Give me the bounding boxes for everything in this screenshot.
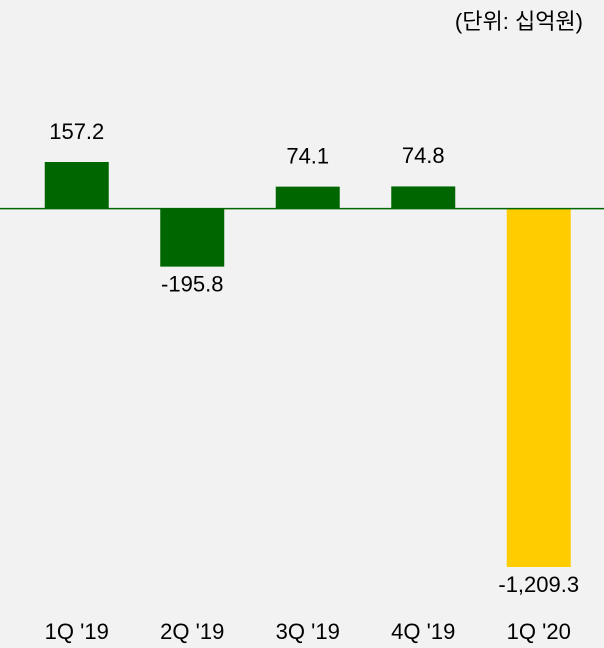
value-label: 157.2: [49, 119, 104, 144]
value-label: -1,209.3: [498, 572, 579, 597]
x-tick-label: 4Q '19: [391, 619, 455, 644]
value-label: -195.8: [161, 271, 223, 296]
bar: [275, 186, 340, 209]
value-label: 74.8: [402, 143, 445, 168]
x-tick-label: 2Q '19: [160, 619, 224, 644]
unit-label: (단위: 십억원): [455, 9, 583, 34]
x-tick-label: 1Q '20: [507, 619, 571, 644]
x-tick-label: 3Q '19: [276, 619, 340, 644]
bar: [160, 208, 225, 267]
bar: [506, 208, 571, 567]
value-label: 74.1: [286, 143, 329, 168]
bar: [44, 162, 109, 209]
x-tick-label: 1Q '19: [45, 619, 109, 644]
bar: [391, 186, 456, 209]
